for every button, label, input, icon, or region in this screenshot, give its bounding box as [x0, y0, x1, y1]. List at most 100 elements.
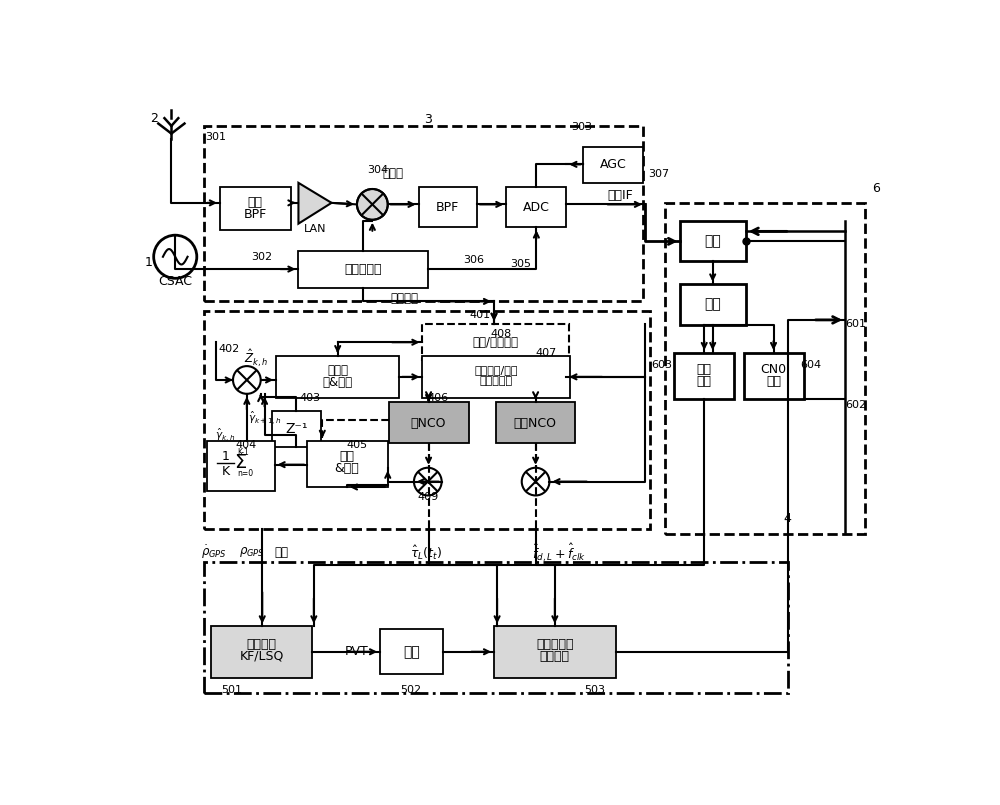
Text: 数字IF: 数字IF	[607, 188, 633, 202]
Text: 位误差估计: 位误差估计	[480, 377, 513, 386]
Text: $\hat{\tau}_L(t_t)$: $\hat{\tau}_L(t_t)$	[410, 543, 442, 562]
Bar	[276, 356, 399, 398]
Bar	[307, 441, 388, 487]
Text: 失锁/捕获检测: 失锁/捕获检测	[473, 336, 519, 349]
Text: 辅助重捕获: 辅助重捕获	[536, 638, 574, 651]
Text: 305: 305	[510, 259, 531, 270]
Bar	[220, 188, 291, 229]
Bar	[496, 402, 575, 443]
Bar	[204, 311, 650, 529]
Text: 602: 602	[845, 399, 866, 410]
Text: 6: 6	[872, 183, 880, 196]
Text: 406: 406	[427, 394, 448, 403]
Text: BPF: BPF	[244, 208, 267, 221]
Text: 3: 3	[424, 114, 432, 126]
Text: 604: 604	[801, 360, 822, 369]
Bar	[744, 353, 804, 399]
Bar	[494, 626, 616, 678]
Text: 407: 407	[535, 348, 556, 358]
Text: 频率合成器: 频率合成器	[344, 262, 382, 275]
Bar	[422, 324, 569, 361]
Text: 码NCO: 码NCO	[411, 416, 446, 430]
Text: CN0: CN0	[760, 363, 787, 376]
Text: 电文: 电文	[697, 363, 712, 376]
Text: Z⁻¹: Z⁻¹	[285, 423, 307, 436]
Text: 混频器: 混频器	[383, 167, 404, 180]
Bar	[207, 441, 275, 491]
Bar	[380, 630, 443, 674]
Text: BPF: BPF	[436, 201, 459, 214]
Bar	[419, 188, 477, 228]
Text: 601: 601	[845, 319, 866, 328]
Text: 408: 408	[490, 328, 512, 339]
Text: Σ: Σ	[235, 453, 247, 472]
Text: 409: 409	[417, 492, 438, 502]
Text: 载波频率/码相: 载波频率/码相	[475, 365, 518, 375]
Text: 401: 401	[470, 309, 491, 320]
Text: 301: 301	[206, 132, 227, 142]
Text: 402: 402	[219, 345, 240, 354]
Text: 4: 4	[783, 512, 791, 525]
Bar	[204, 563, 788, 693]
Bar	[211, 626, 312, 678]
Text: K-1: K-1	[238, 448, 249, 457]
Text: LAN: LAN	[304, 224, 327, 234]
Bar	[665, 203, 865, 534]
Text: 501: 501	[221, 684, 242, 695]
Text: 307: 307	[648, 168, 669, 179]
Text: 电文: 电文	[274, 546, 288, 559]
Text: 捕获: 捕获	[704, 234, 721, 249]
Text: 603: 603	[651, 360, 672, 369]
Bar	[422, 356, 570, 398]
Bar	[272, 411, 321, 447]
Text: $\hat{f}_{d,L}+\hat{f}_{clk}$: $\hat{f}_{d,L}+\hat{f}_{clk}$	[532, 541, 586, 564]
Text: $\dot{\rho}_{GPS}$: $\dot{\rho}_{GPS}$	[201, 543, 227, 561]
Text: KF/LSQ: KF/LSQ	[239, 650, 284, 663]
Text: PVT: PVT	[345, 645, 369, 658]
Text: $\hat{Z}_{k,h}$: $\hat{Z}_{k,h}$	[244, 348, 268, 369]
Text: 304: 304	[367, 165, 388, 175]
Circle shape	[154, 235, 197, 279]
Text: 1: 1	[145, 256, 153, 269]
Text: 1: 1	[222, 450, 230, 463]
Text: AGC: AGC	[600, 158, 627, 171]
Text: 导航解算: 导航解算	[246, 638, 276, 651]
Text: $\hat{\gamma}_{k+1,h}$: $\hat{\gamma}_{k+1,h}$	[248, 410, 281, 427]
Bar	[674, 353, 734, 399]
Bar	[298, 250, 428, 287]
Bar	[680, 221, 746, 262]
Text: 估计: 估计	[766, 375, 781, 388]
Circle shape	[357, 189, 388, 220]
Text: 跟踪: 跟踪	[704, 298, 721, 312]
Text: 403: 403	[299, 394, 321, 403]
Bar	[583, 147, 643, 183]
Text: 2: 2	[150, 112, 158, 125]
Text: &清零: &清零	[335, 462, 359, 475]
Text: 计&补偿: 计&补偿	[323, 376, 353, 389]
Text: 解调: 解调	[697, 375, 712, 388]
Bar	[506, 188, 566, 228]
Text: 采样时钟: 采样时钟	[391, 292, 419, 305]
Text: 载波NCO: 载波NCO	[513, 416, 556, 430]
Text: 射频: 射频	[248, 196, 263, 209]
Bar	[204, 126, 643, 301]
Text: 积分: 积分	[339, 451, 354, 464]
Text: 404: 404	[235, 440, 257, 450]
Text: 303: 303	[571, 122, 592, 132]
Polygon shape	[298, 183, 332, 224]
Text: $\hat{\gamma}_{k,h}$: $\hat{\gamma}_{k,h}$	[215, 427, 235, 444]
Bar	[680, 284, 746, 324]
Text: 参数计算: 参数计算	[540, 650, 570, 663]
Text: K: K	[222, 465, 230, 478]
Text: $\rho_{GPS}$: $\rho_{GPS}$	[239, 546, 265, 559]
Text: 306: 306	[464, 255, 485, 265]
Text: 302: 302	[252, 252, 273, 262]
Text: 502: 502	[400, 684, 421, 695]
Text: ADC: ADC	[523, 201, 550, 214]
Text: CSAC: CSAC	[158, 275, 192, 288]
Text: 动态估: 动态估	[327, 364, 348, 378]
Text: 405: 405	[346, 440, 368, 450]
Bar	[389, 402, 469, 443]
Text: n=0: n=0	[238, 469, 254, 478]
Text: 503: 503	[584, 684, 605, 695]
